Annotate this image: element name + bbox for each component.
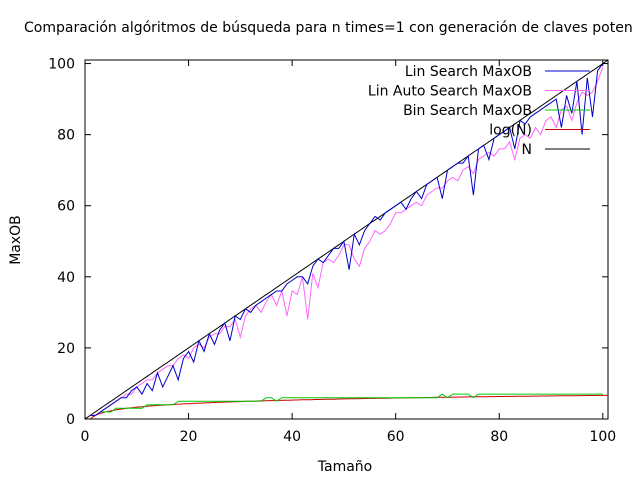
x-tick-label: 80	[490, 429, 508, 445]
y-tick-label: 20	[57, 341, 75, 357]
series-line-log-n	[89, 394, 608, 419]
legend-label: Lin Auto Search MaxOB	[368, 84, 532, 100]
legend-label: Bin Search MaxOB	[403, 103, 532, 119]
series-line-lin-auto-search-maxob	[90, 66, 604, 416]
x-tick-label: 0	[81, 429, 90, 445]
y-tick-label: 0	[66, 412, 75, 428]
x-axis-label: Tamaño	[317, 459, 372, 475]
legend-label: log(N)	[489, 123, 532, 139]
x-tick-label: 40	[283, 429, 301, 445]
y-axis-label: MaxOB	[8, 215, 24, 265]
x-tick-label: 60	[387, 429, 405, 445]
y-tick-label: 100	[48, 57, 75, 73]
y-tick-label: 80	[57, 128, 75, 144]
legend: Lin Search MaxOB Lin Auto Search MaxOB Bin…	[368, 64, 590, 158]
x-tick-label: 100	[589, 429, 616, 445]
series-line-bin-search-maxob	[90, 393, 603, 416]
y-tick-label: 60	[57, 199, 75, 215]
series-line-n	[85, 60, 608, 419]
series-line-lin-search-maxob	[90, 63, 604, 416]
plot-frame	[84, 59, 609, 420]
chart-title: Comparación algóritmos de búsqueda para …	[24, 20, 633, 36]
legend-label: N	[522, 142, 532, 158]
y-tick-label: 40	[57, 270, 75, 286]
x-tick-label: 20	[180, 429, 198, 445]
plot-axes: 0 20 40 60 80 100 0 20 40 60 80 100	[48, 57, 616, 445]
legend-label: Lin Search MaxOB	[405, 64, 532, 80]
plot-area	[85, 60, 608, 419]
